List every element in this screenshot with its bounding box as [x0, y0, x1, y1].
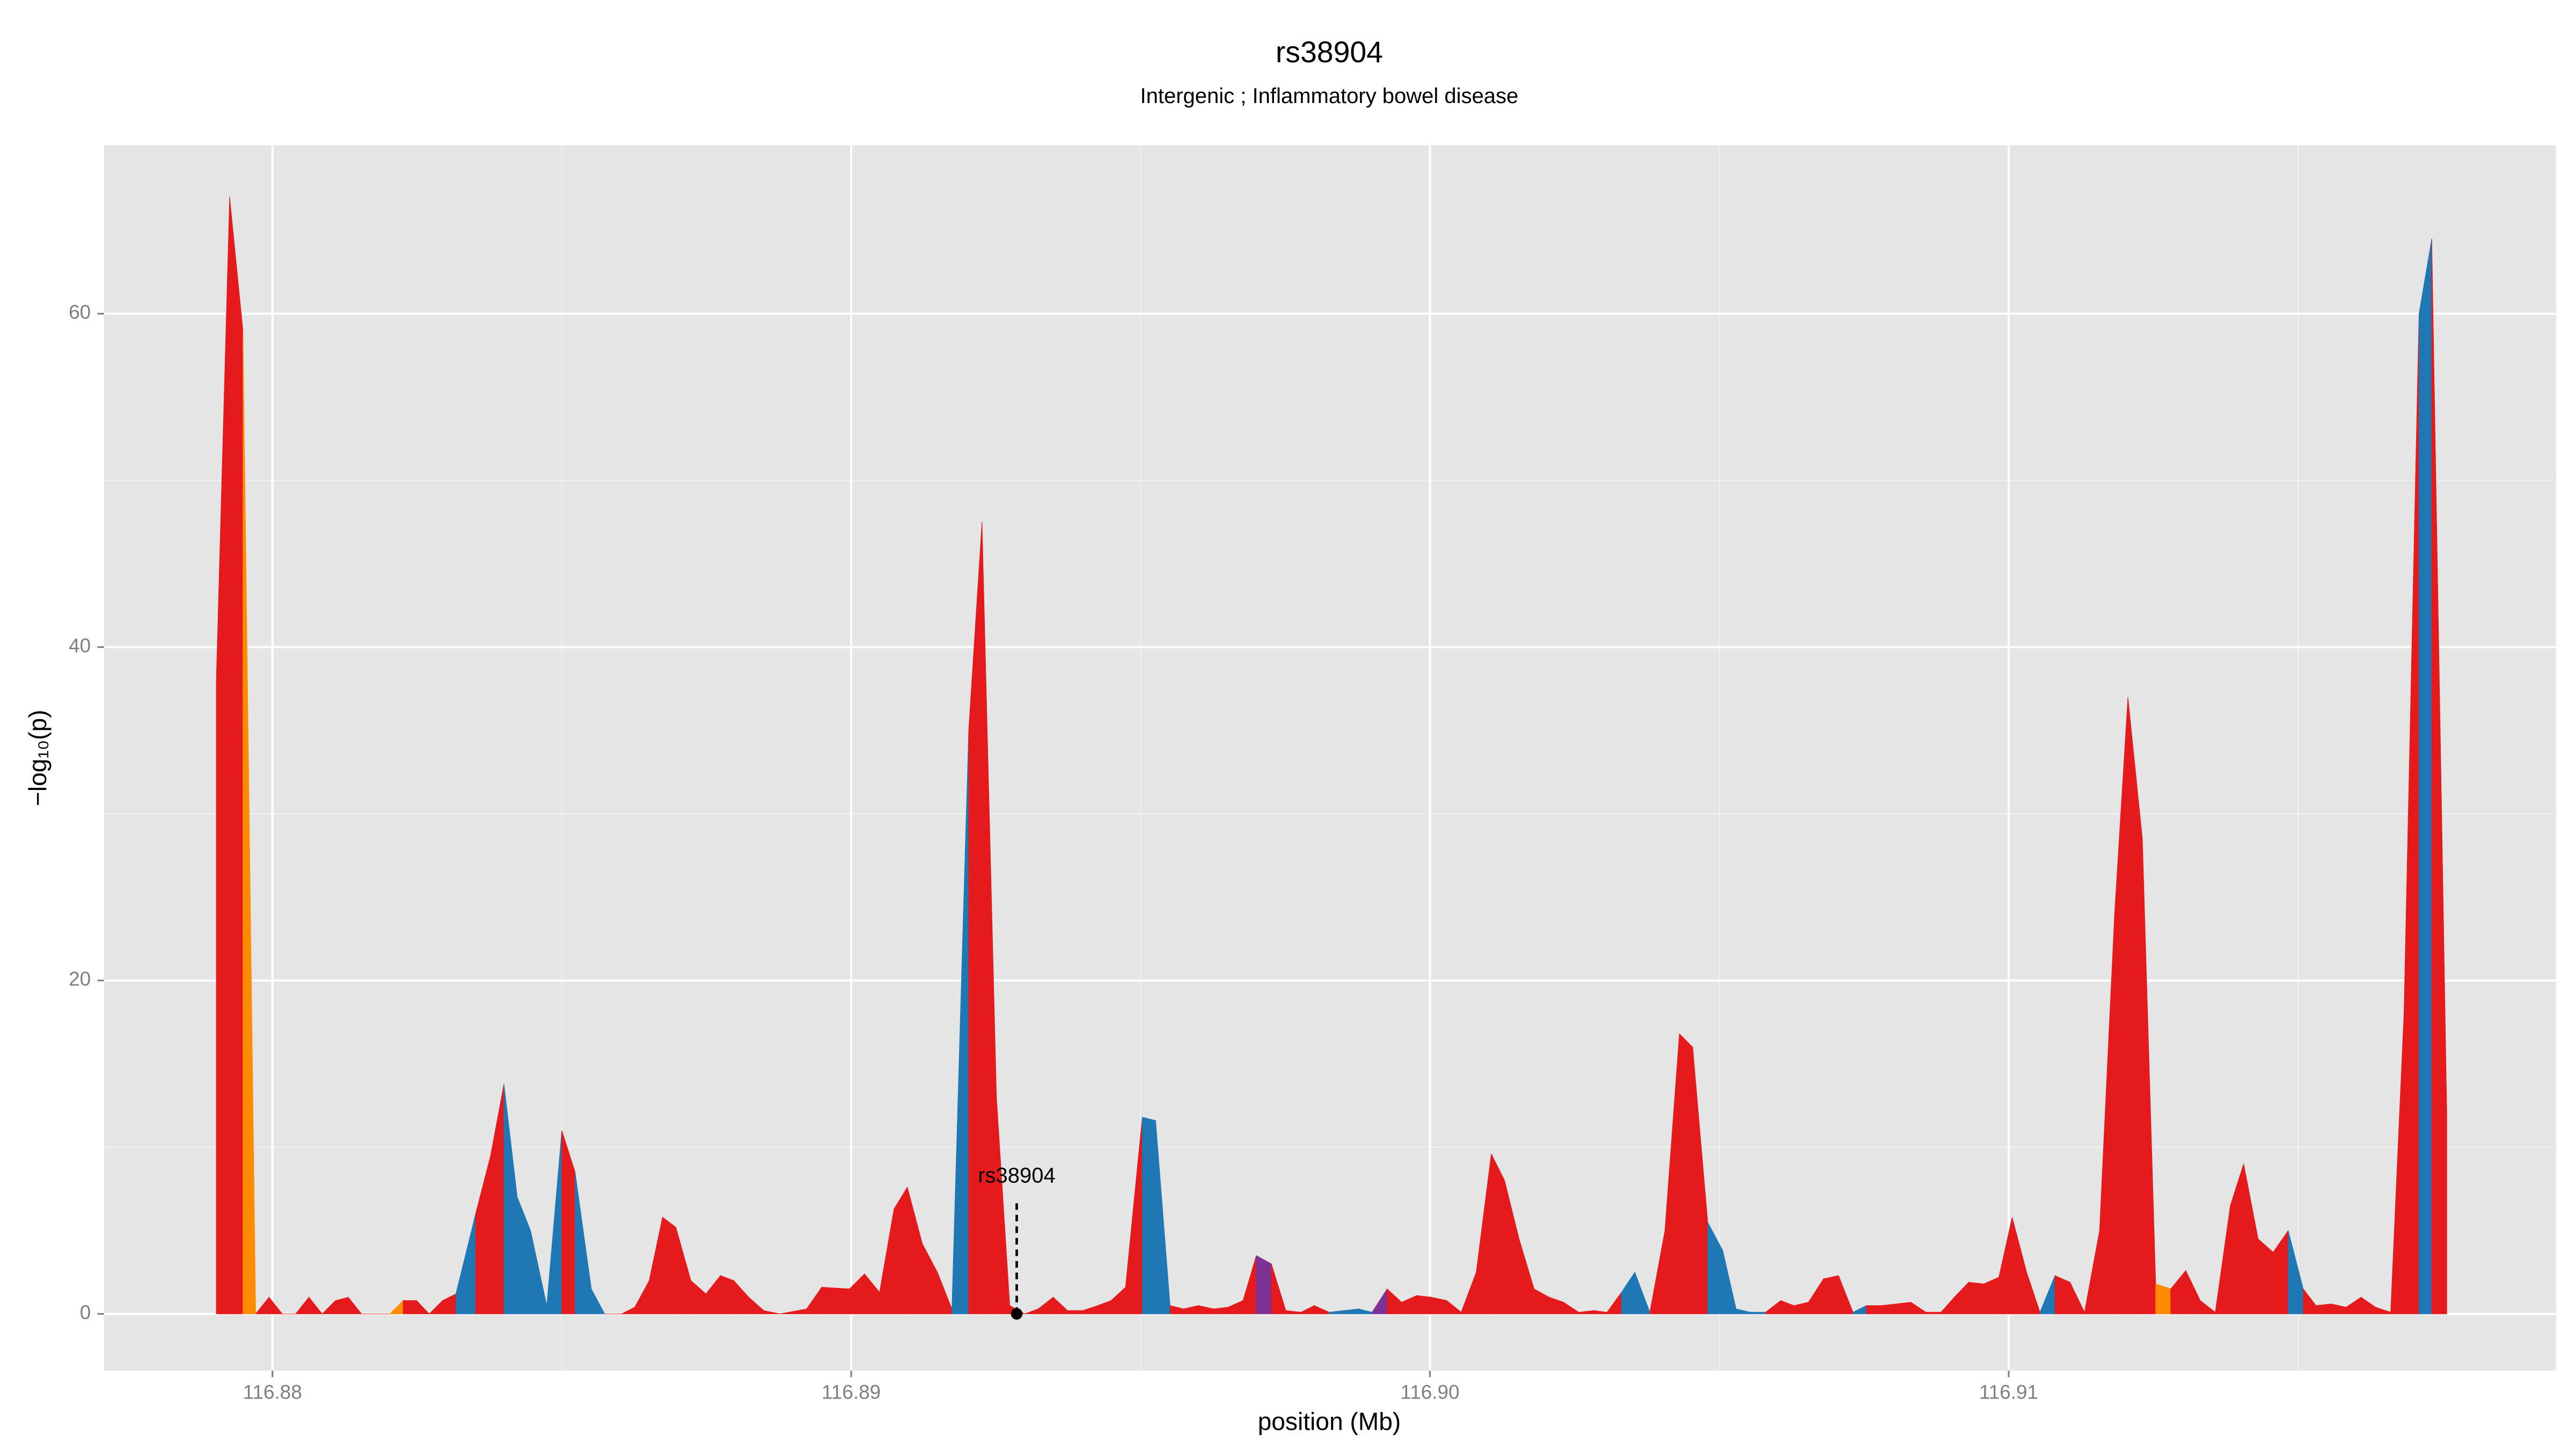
chart-subtitle: Intergenic ; Inflammatory bowel disease	[1140, 84, 1519, 108]
area-segment	[268, 1296, 283, 1314]
area-segment	[2316, 1304, 2332, 1314]
annotation: rs38904	[978, 1163, 1056, 1320]
area-segment	[763, 1310, 780, 1314]
y-tick-label: 40	[69, 634, 91, 656]
area-segment	[1416, 1295, 1432, 1314]
area-segment	[229, 197, 244, 1314]
area-segment	[821, 1287, 850, 1314]
area-segment	[894, 1186, 908, 1314]
area-segment	[1984, 1277, 2000, 1314]
area-segment	[1679, 1033, 1693, 1314]
x-axis-title: position (Mb)	[1258, 1407, 1401, 1435]
area-segment	[348, 1296, 362, 1314]
plot-panel	[104, 145, 2557, 1371]
area-segment	[662, 1217, 676, 1314]
area-segment	[402, 1300, 417, 1314]
area-segment	[309, 1296, 323, 1314]
area-segment	[2155, 1283, 2171, 1314]
area-segment	[2054, 1275, 2070, 1314]
area-segment	[1491, 1153, 1505, 1314]
y-tick-label: 20	[69, 968, 91, 990]
area-segment	[1968, 1282, 1984, 1314]
area-segment	[2431, 238, 2447, 1314]
grid	[104, 145, 2557, 1371]
x-tick-label: 116.89	[822, 1381, 881, 1403]
annotation-point	[1011, 1308, 1023, 1320]
area-segment	[591, 1289, 605, 1314]
area-segment	[1896, 1301, 1912, 1314]
annotation-label: rs38904	[978, 1163, 1056, 1187]
area-segment	[2258, 1238, 2274, 1314]
area-segment	[1866, 1305, 1882, 1314]
area-segment	[1926, 1312, 1942, 1314]
y-tick-label: 60	[69, 301, 91, 323]
x-tick-label: 116.90	[1400, 1381, 1459, 1403]
y-axis-title: −log₁₀(p)	[24, 709, 52, 806]
area-segment	[1750, 1312, 1766, 1314]
area-segment	[243, 330, 256, 1314]
area-segment	[2419, 238, 2432, 1314]
area-segment	[1067, 1310, 1083, 1314]
area-segment	[1256, 1255, 1272, 1314]
area-segment	[720, 1275, 734, 1314]
area-segment	[1823, 1275, 1839, 1314]
area-segment	[1881, 1304, 1897, 1314]
axes: 116.88 116.89 116.90 116.91 0 20 40 60	[69, 301, 2038, 1403]
x-tick-label: 116.91	[1979, 1381, 2038, 1403]
area-segment	[416, 1300, 430, 1314]
areas	[216, 197, 2447, 1314]
chart-title: rs38904	[1276, 35, 1383, 69]
x-tick-label: 116.88	[243, 1381, 302, 1403]
y-tick-label: 0	[80, 1301, 91, 1323]
area-segment	[1142, 1117, 1156, 1314]
